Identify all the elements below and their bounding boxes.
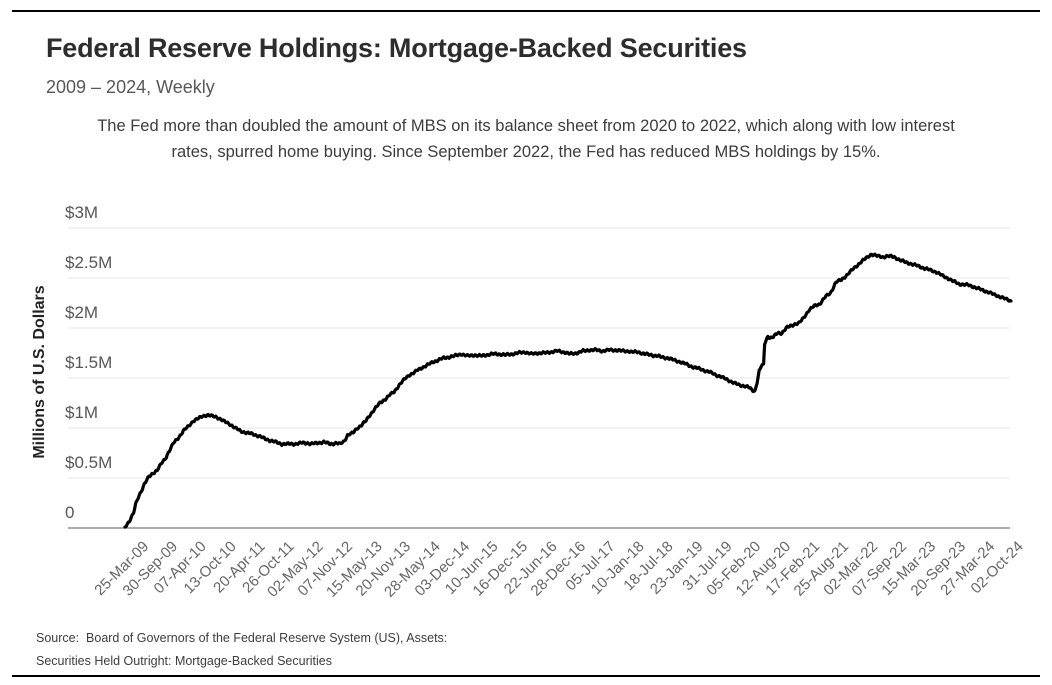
source-note-line2: Securities Held Outright: Mortgage-Backe… [36, 654, 332, 668]
chart-title: Federal Reserve Holdings: Mortgage-Backe… [46, 33, 747, 63]
y-tick-label: 0 [65, 503, 75, 522]
gridlines [68, 227, 1010, 529]
chart-description: The Fed more than doubled the amount of … [0, 113, 1052, 165]
chart-description-line2: rates, spurred home buying. Since Septem… [171, 143, 881, 161]
top-rule [12, 10, 1040, 12]
mbs-line-series [123, 252, 1013, 529]
y-tick-label: $1.5M [65, 353, 113, 372]
y-tick-label: $2.5M [65, 253, 113, 272]
chart-description-line1: The Fed more than doubled the amount of … [97, 117, 955, 135]
y-tick-label: $3M [65, 203, 99, 222]
source-note-line1: Source: Board of Governors of the Federa… [36, 631, 448, 645]
y-tick-label: $0.5M [65, 453, 113, 472]
bottom-rule [12, 675, 1040, 677]
y-tick-label: $1M [65, 403, 99, 422]
y-tick-label: $2M [65, 303, 99, 322]
chart-subtitle: 2009 – 2024, Weekly [46, 77, 215, 97]
